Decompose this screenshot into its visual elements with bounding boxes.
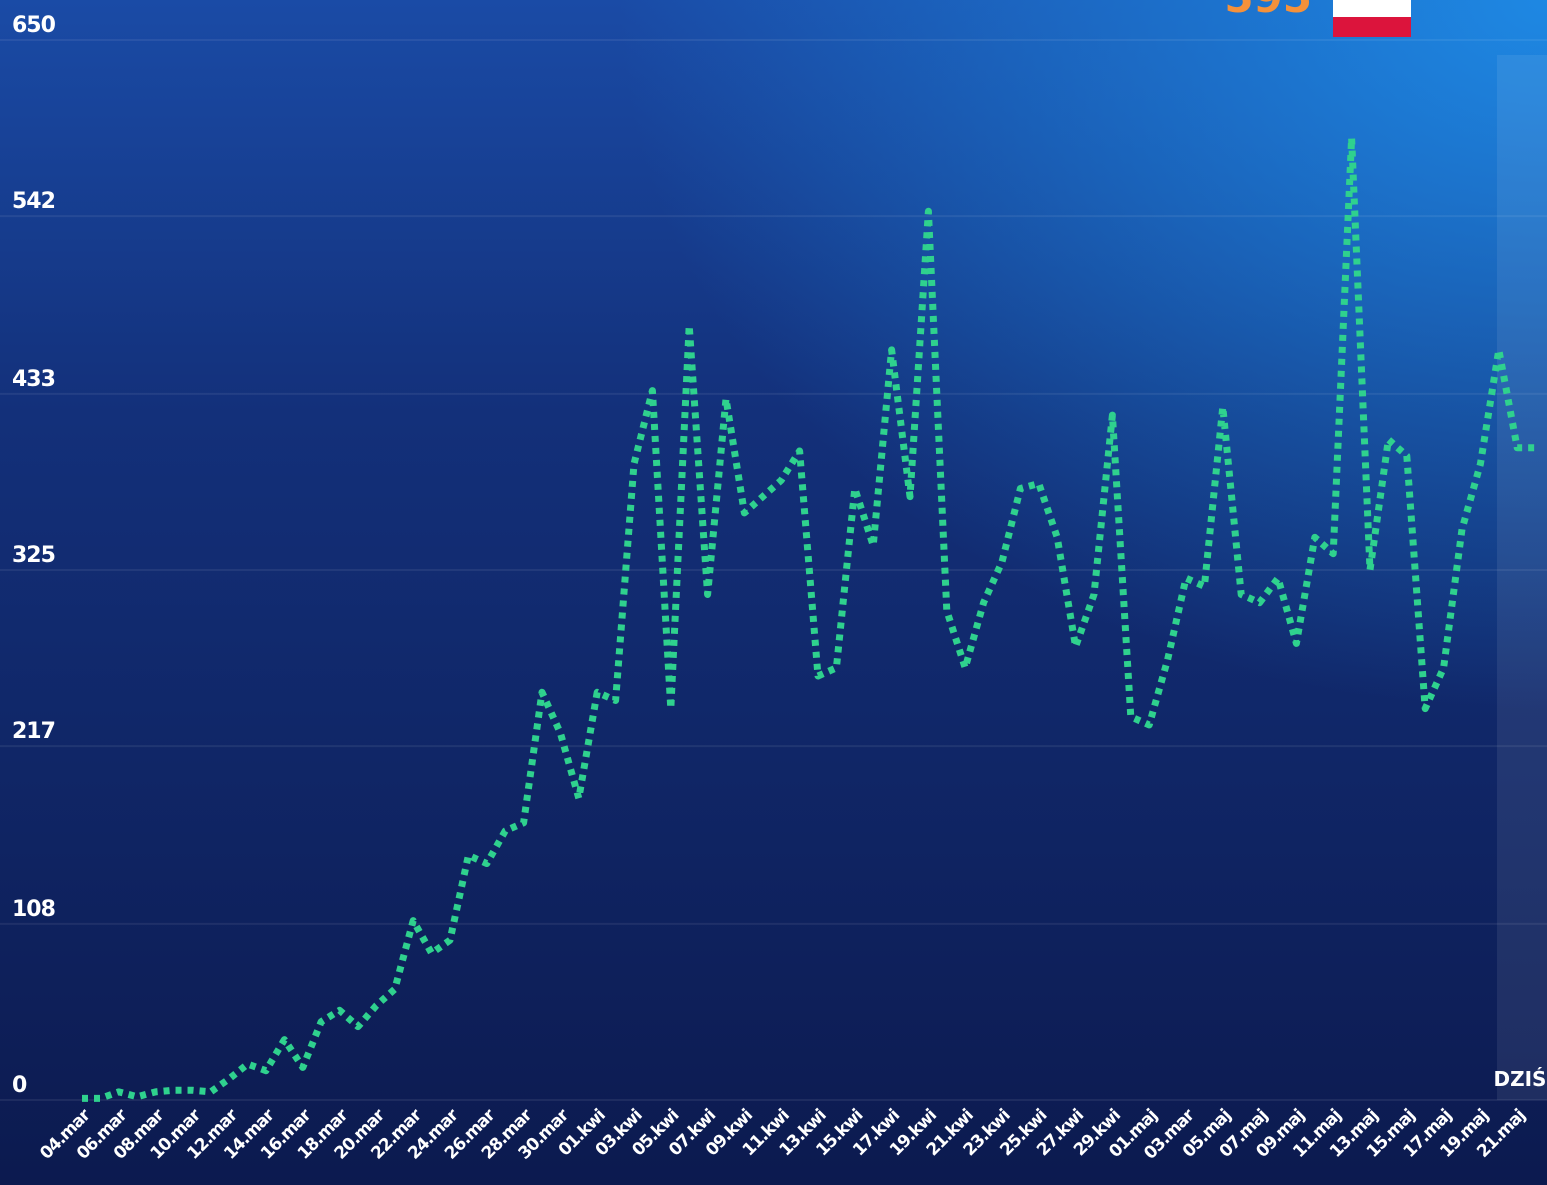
y-tick-label: 108: [12, 897, 55, 922]
today-label: DZIŚ: [1494, 1067, 1547, 1091]
today-band: [1497, 55, 1547, 1100]
y-tick-label: 433: [12, 367, 55, 392]
flag-red: [1333, 17, 1411, 37]
y-tick-label: 325: [12, 543, 55, 568]
flag-white: [1333, 0, 1411, 17]
y-tick-label: 217: [12, 719, 55, 744]
y-tick-label: 650: [12, 13, 56, 38]
badge-value: 595: [1224, 0, 1312, 22]
data-line: [82, 134, 1536, 1102]
y-tick-label: 0: [12, 1073, 27, 1098]
y-tick-label: 542: [12, 189, 55, 214]
